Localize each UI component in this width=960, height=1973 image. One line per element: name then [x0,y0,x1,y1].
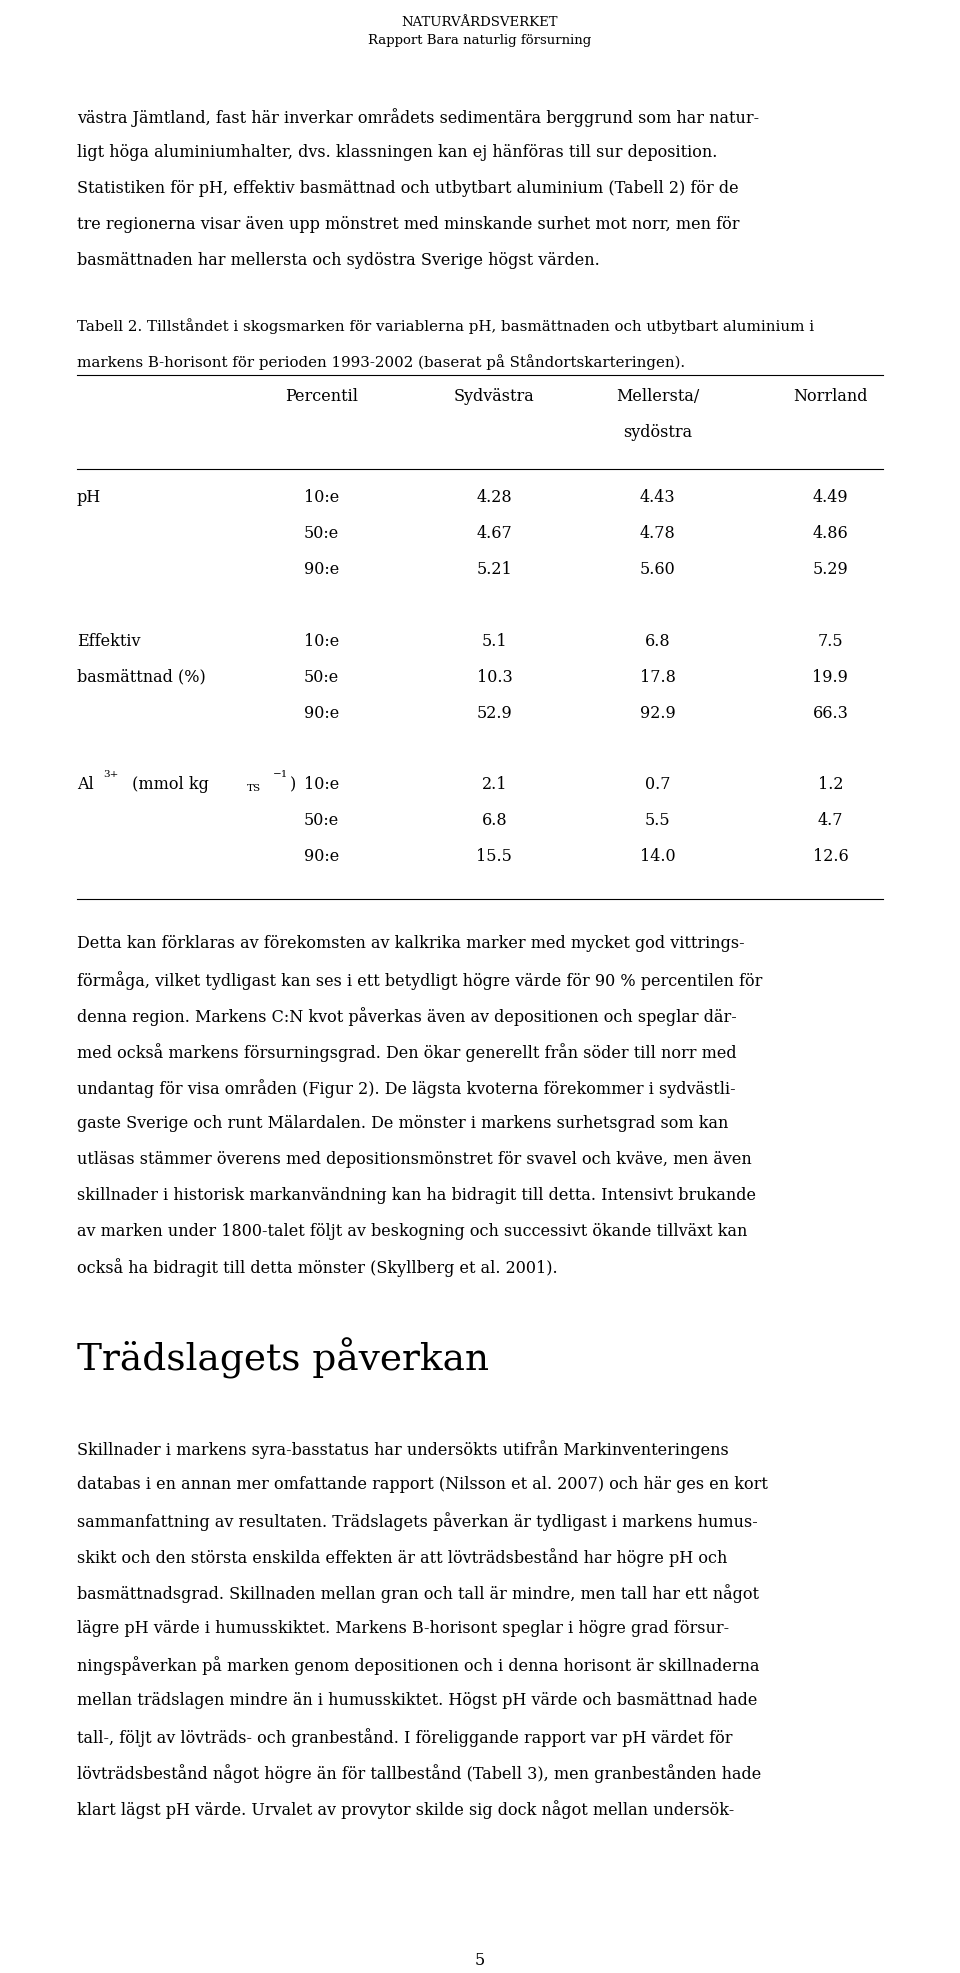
Text: 5.5: 5.5 [645,811,670,829]
Text: 10.3: 10.3 [476,669,513,685]
Text: 4.67: 4.67 [476,525,513,543]
Text: 6.8: 6.8 [645,633,670,649]
Text: 66.3: 66.3 [812,704,849,722]
Text: 90:e: 90:e [304,704,339,722]
Text: Sydvästra: Sydvästra [454,389,535,404]
Text: ): ) [290,775,297,793]
Text: 14.0: 14.0 [639,848,676,864]
Text: gaste Sverige och runt Mälardalen. De mönster i markens surhetsgrad som kan: gaste Sverige och runt Mälardalen. De mö… [77,1115,729,1131]
Text: 4.43: 4.43 [639,489,676,507]
Text: 4.28: 4.28 [476,489,513,507]
Text: Statistiken för pH, effektiv basmättnad och utbytbart aluminium (Tabell 2) för d: Statistiken för pH, effektiv basmättnad … [77,180,738,197]
Text: 5.60: 5.60 [639,560,676,578]
Text: 5.29: 5.29 [812,560,849,578]
Text: 6.8: 6.8 [482,811,507,829]
Text: pH: pH [77,489,101,507]
Text: ningspåverkan på marken genom depositionen och i denna horisont är skillnaderna: ningspåverkan på marken genom deposition… [77,1655,759,1675]
Text: −1: −1 [273,769,288,779]
Text: 5.1: 5.1 [482,633,507,649]
Text: basmättnaden har mellersta och sydöstra Sverige högst värden.: basmättnaden har mellersta och sydöstra … [77,253,600,268]
Text: av marken under 1800-talet följt av beskogning och successivt ökande tillväxt ka: av marken under 1800-talet följt av besk… [77,1221,747,1239]
Text: sydöstra: sydöstra [623,424,692,440]
Text: ligt höga aluminiumhalter, dvs. klassningen kan ej hänföras till sur deposition.: ligt höga aluminiumhalter, dvs. klassnin… [77,144,717,162]
Text: också ha bidragit till detta mönster (Skyllberg et al. 2001).: också ha bidragit till detta mönster (Sk… [77,1259,558,1277]
Text: utläsas stämmer överens med depositionsmönstret för svavel och kväve, men även: utläsas stämmer överens med depositionsm… [77,1150,752,1168]
Text: 10:e: 10:e [304,489,339,507]
Text: 7.5: 7.5 [818,633,843,649]
Text: Effektiv: Effektiv [77,633,140,649]
Text: 4.86: 4.86 [812,525,849,543]
Text: 1.2: 1.2 [818,775,843,793]
Text: tre regionerna visar även upp mönstret med minskande surhet mot norr, men för: tre regionerna visar även upp mönstret m… [77,215,739,233]
Text: klart lägst pH värde. Urvalet av provytor skilde sig dock något mellan undersök-: klart lägst pH värde. Urvalet av provyto… [77,1799,734,1817]
Text: 10:e: 10:e [304,775,339,793]
Text: tall-, följt av lövträds- och granbestånd. I föreliggande rapport var pH värdet : tall-, följt av lövträds- och granbestån… [77,1726,732,1746]
Text: lövträdsbestånd något högre än för tallbestånd (Tabell 3), men granbestånden had: lövträdsbestånd något högre än för tallb… [77,1764,761,1782]
Text: basmättnadsgrad. Skillnaden mellan gran och tall är mindre, men tall har ett någ: basmättnadsgrad. Skillnaden mellan gran … [77,1584,758,1602]
Text: 12.6: 12.6 [812,848,849,864]
Text: 10:e: 10:e [304,633,339,649]
Text: 3+: 3+ [104,769,119,779]
Text: 90:e: 90:e [304,848,339,864]
Text: Detta kan förklaras av förekomsten av kalkrika marker med mycket god vittrings-: Detta kan förklaras av förekomsten av ka… [77,935,744,951]
Text: 4.7: 4.7 [818,811,843,829]
Text: basmättnad (%): basmättnad (%) [77,669,205,685]
Text: 4.49: 4.49 [812,489,849,507]
Text: 19.9: 19.9 [812,669,849,685]
Text: mellan trädslagen mindre än i humusskiktet. Högst pH värde och basmättnad hade: mellan trädslagen mindre än i humusskikt… [77,1691,757,1709]
Text: 50:e: 50:e [304,525,339,543]
Text: denna region. Markens C:N kvot påverkas även av depositionen och speglar där-: denna region. Markens C:N kvot påverkas … [77,1006,736,1026]
Text: Rapport Bara naturlig försurning: Rapport Bara naturlig försurning [369,34,591,47]
Text: 90:e: 90:e [304,560,339,578]
Text: 52.9: 52.9 [476,704,513,722]
Text: Mellersta/: Mellersta/ [616,389,699,404]
Text: 92.9: 92.9 [639,704,676,722]
Text: 4.78: 4.78 [639,525,676,543]
Text: 17.8: 17.8 [639,669,676,685]
Text: 0.7: 0.7 [645,775,670,793]
Text: Tabell 2. Tillståndet i skogsmarken för variablerna pH, basmättnaden och utbytba: Tabell 2. Tillståndet i skogsmarken för … [77,318,814,333]
Text: undantag för visa områden (Figur 2). De lägsta kvoterna förekommer i sydvästli-: undantag för visa områden (Figur 2). De … [77,1079,735,1097]
Text: 2.1: 2.1 [482,775,507,793]
Text: Trädslagets påverkan: Trädslagets påverkan [77,1338,489,1379]
Text: lägre pH värde i humusskiktet. Markens B-horisont speglar i högre grad försur-: lägre pH värde i humusskiktet. Markens B… [77,1620,729,1636]
Text: 50:e: 50:e [304,669,339,685]
Text: västra Jämtland, fast här inverkar områdets sedimentära berggrund som har natur-: västra Jämtland, fast här inverkar områd… [77,109,759,126]
Text: 5: 5 [475,1951,485,1967]
Text: Al: Al [77,775,93,793]
Text: NATURVÅRDSVERKET: NATURVÅRDSVERKET [401,16,559,30]
Text: skikt och den största enskilda effekten är att lövträdsbestånd har högre pH och: skikt och den största enskilda effekten … [77,1547,727,1567]
Text: sammanfattning av resultaten. Trädslagets påverkan är tydligast i markens humus-: sammanfattning av resultaten. Trädslaget… [77,1511,757,1531]
Text: TS: TS [247,783,261,793]
Text: (mmol kg: (mmol kg [127,775,208,793]
Text: 50:e: 50:e [304,811,339,829]
Text: databas i en annan mer omfattande rapport (Nilsson et al. 2007) och här ges en k: databas i en annan mer omfattande rappor… [77,1476,768,1494]
Text: markens B-horisont för perioden 1993-2002 (baserat på Ståndortskarteringen).: markens B-horisont för perioden 1993-200… [77,353,684,369]
Text: med också markens försurningsgrad. Den ökar generellt från söder till norr med: med också markens försurningsgrad. Den ö… [77,1042,736,1061]
Text: Norrland: Norrland [793,389,868,404]
Text: Percentil: Percentil [285,389,358,404]
Text: 5.21: 5.21 [476,560,513,578]
Text: Skillnader i markens syra-basstatus har undersökts utifrån Markinventeringens: Skillnader i markens syra-basstatus har … [77,1440,729,1458]
Text: 15.5: 15.5 [476,848,513,864]
Text: förmåga, vilket tydligast kan ses i ett betydligt högre värde för 90 % percentil: förmåga, vilket tydligast kan ses i ett … [77,971,762,990]
Text: skillnader i historisk markanvändning kan ha bidragit till detta. Intensivt bruk: skillnader i historisk markanvändning ka… [77,1186,756,1204]
